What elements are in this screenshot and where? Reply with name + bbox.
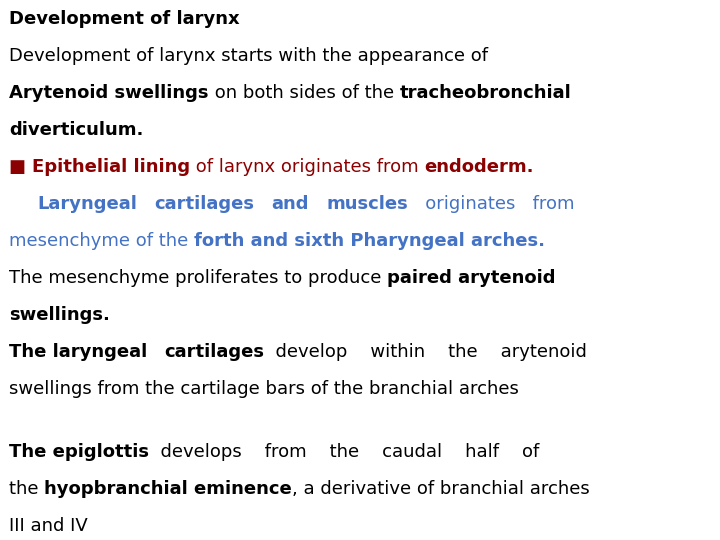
Text: tracheobronchial: tracheobronchial xyxy=(400,84,571,102)
Text: cartilages: cartilages xyxy=(164,343,264,361)
Text: hyopbranchial eminence: hyopbranchial eminence xyxy=(44,480,292,498)
Text: develops    from    the    caudal    half    of: develops from the caudal half of xyxy=(149,443,539,461)
Text: Development of larynx: Development of larynx xyxy=(9,10,240,28)
Text: cartilages: cartilages xyxy=(154,195,254,213)
Text: Laryngeal: Laryngeal xyxy=(37,195,137,213)
Text: forth and sixth Pharyngeal arches.: forth and sixth Pharyngeal arches. xyxy=(194,232,545,250)
Text: swellings from the cartilage bars of the branchial arches: swellings from the cartilage bars of the… xyxy=(9,380,519,398)
Text: ■: ■ xyxy=(9,158,32,176)
Text: diverticulum.: diverticulum. xyxy=(9,121,143,139)
Text: originates   from: originates from xyxy=(408,195,575,213)
Text: , a derivative of branchial arches: , a derivative of branchial arches xyxy=(292,480,590,498)
Text: paired arytenoid: paired arytenoid xyxy=(387,269,556,287)
Text: III and IV: III and IV xyxy=(9,517,88,535)
Text: swellings.: swellings. xyxy=(9,306,110,324)
Text: The epiglottis: The epiglottis xyxy=(9,443,149,461)
Text: The laryngeal: The laryngeal xyxy=(9,343,148,361)
Text: develop    within    the    arytenoid: develop within the arytenoid xyxy=(264,343,588,361)
Text: endoderm.: endoderm. xyxy=(425,158,534,176)
Text: the: the xyxy=(9,480,44,498)
Text: and: and xyxy=(271,195,309,213)
Text: of larynx originates from: of larynx originates from xyxy=(190,158,425,176)
Text: Development of larynx starts with the appearance of: Development of larynx starts with the ap… xyxy=(9,47,488,65)
Text: mesenchyme of the: mesenchyme of the xyxy=(9,232,194,250)
Text: Epithelial lining: Epithelial lining xyxy=(32,158,190,176)
Text: Arytenoid swellings: Arytenoid swellings xyxy=(9,84,209,102)
Text: muscles: muscles xyxy=(326,195,408,213)
Text: The mesenchyme proliferates to produce: The mesenchyme proliferates to produce xyxy=(9,269,387,287)
Text: on both sides of the: on both sides of the xyxy=(209,84,400,102)
